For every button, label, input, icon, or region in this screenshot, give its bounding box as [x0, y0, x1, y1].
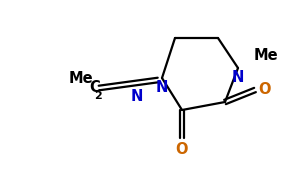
Text: O: O: [176, 142, 188, 157]
Text: O: O: [258, 82, 271, 97]
Text: Me: Me: [254, 49, 278, 63]
Text: N: N: [156, 80, 168, 95]
Text: C: C: [90, 81, 100, 95]
Text: N: N: [130, 89, 143, 104]
Text: Me: Me: [68, 71, 93, 86]
Text: 2: 2: [94, 91, 102, 101]
Text: N: N: [232, 70, 244, 85]
